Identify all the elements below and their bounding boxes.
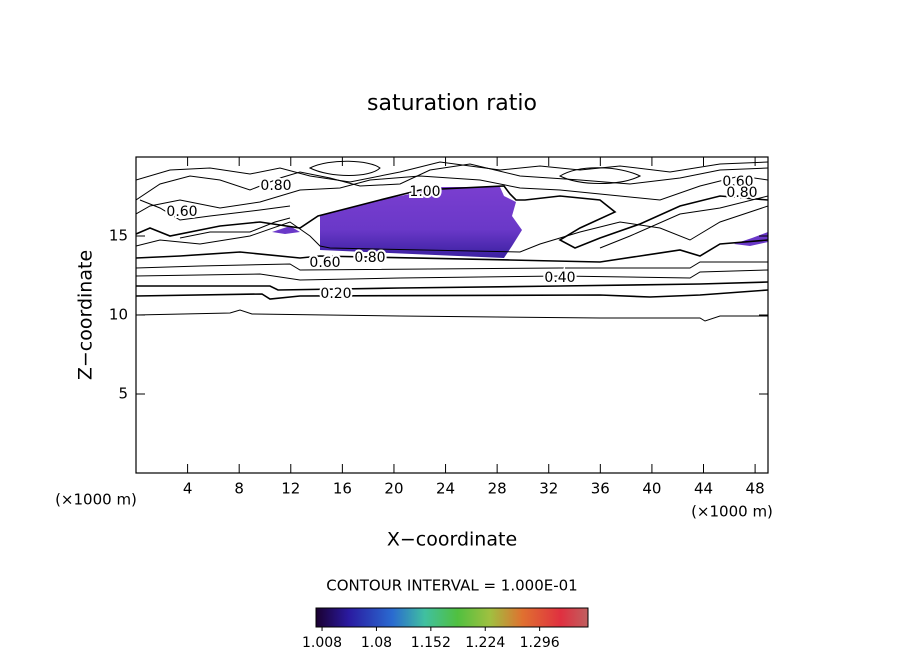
contour-field	[136, 160, 768, 322]
x-unit-label: (×1000 m)	[55, 491, 137, 509]
contour-label: 0.60	[309, 255, 340, 271]
contour-label: 0.80	[354, 250, 385, 266]
x-tick-label: 16	[333, 480, 352, 498]
colorbar-tick-label: 1.296	[520, 635, 560, 651]
colorbar-tick-label: 1.008	[302, 635, 342, 651]
x-tick-label: 44	[694, 480, 713, 498]
contour-label: 0.80	[260, 178, 291, 194]
colorbar-tick-label: 1.08	[361, 635, 392, 651]
contour-line	[308, 160, 381, 176]
contour-line	[136, 269, 768, 281]
contour-line	[599, 195, 768, 249]
contour-line	[136, 289, 768, 300]
contour-label: 0.40	[544, 270, 575, 286]
x-tick-label: 40	[642, 480, 661, 498]
contour-line	[136, 161, 768, 183]
supersaturated-region	[320, 187, 522, 258]
colorbar-tick-label: 1.152	[411, 635, 451, 651]
contour-line	[136, 205, 768, 253]
contour-line	[136, 239, 768, 263]
x-tick-label: 20	[384, 480, 403, 498]
contour-line	[558, 167, 642, 184]
x-tick-label: 48	[746, 480, 765, 498]
contour-line	[136, 185, 768, 249]
contour-line	[136, 309, 768, 322]
y-tick-label: 15	[109, 227, 128, 245]
contour-line	[136, 261, 768, 271]
contour-interval: CONTOUR INTERVAL = 1.000E-01	[326, 577, 577, 595]
x-tick-label: 28	[488, 480, 507, 498]
x-axis-label: X−coordinate	[387, 529, 517, 551]
colorbar-tick-label: 1.224	[465, 635, 505, 651]
contour-line	[136, 281, 768, 291]
colorbar	[315, 607, 589, 628]
contour-label: 0.60	[166, 204, 197, 220]
contour-label: 1.00	[409, 184, 440, 200]
x-tick-label: 4	[183, 480, 193, 498]
x-unit-label: (×1000 m)	[691, 503, 773, 521]
contour-label: 0.60	[722, 174, 753, 190]
y-tick-label: 10	[109, 306, 128, 324]
contour-line	[136, 175, 768, 215]
x-tick-label: 32	[539, 480, 558, 498]
x-tick-label: 12	[281, 480, 300, 498]
y-axis-label: Z−coordinate	[75, 250, 97, 380]
contour-line	[139, 199, 291, 221]
x-tick-label: 36	[591, 480, 610, 498]
contour-label: 0.20	[320, 286, 351, 302]
contour-line	[136, 163, 768, 201]
supersaturated-region	[734, 232, 768, 246]
x-tick-label: 24	[436, 480, 455, 498]
y-tick-label: 5	[118, 385, 128, 403]
contour-line	[179, 217, 291, 239]
chart-title: saturation ratio	[367, 91, 537, 116]
x-tick-label: 8	[234, 480, 244, 498]
contour-label: 0.80	[726, 185, 757, 201]
supersaturated-region	[272, 226, 300, 234]
